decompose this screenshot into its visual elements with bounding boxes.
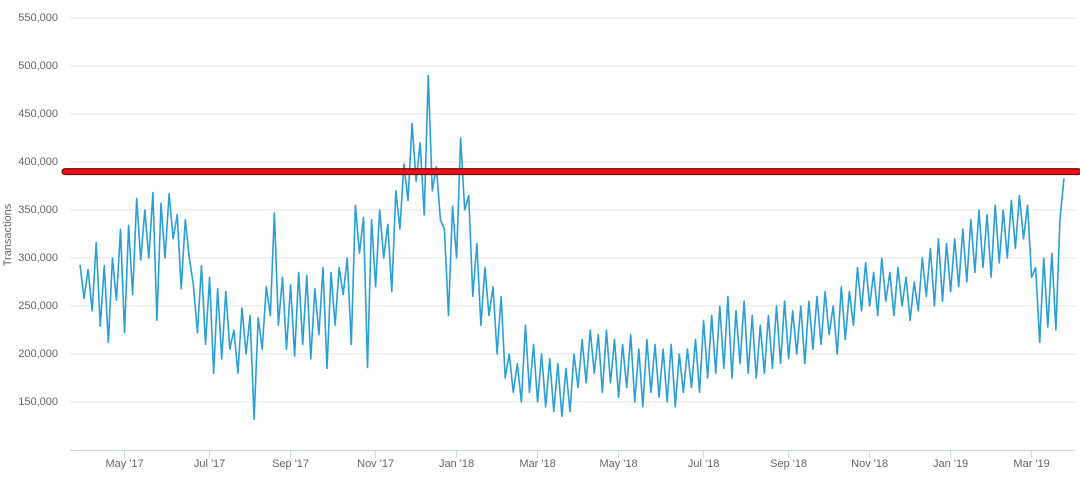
y-tick-label: 250,000 [18, 300, 58, 312]
y-tick-label: 550,000 [18, 12, 58, 24]
y-tick-label: 150,000 [18, 396, 58, 408]
x-tick-label: Nov '18 [851, 458, 888, 470]
x-tick-label: Nov '17 [357, 458, 394, 470]
y-tick-label: 200,000 [18, 348, 58, 360]
x-tick-label: Jul '17 [194, 458, 225, 470]
y-tick-label: 400,000 [18, 156, 58, 168]
x-tick-label: Jan '19 [933, 458, 968, 470]
x-tick-label: Jan '18 [439, 458, 474, 470]
x-tick-label: Jul '18 [688, 458, 719, 470]
x-tick-label: Sep '17 [272, 458, 309, 470]
x-tick-label: Sep '18 [770, 458, 807, 470]
x-tick-label: May '18 [599, 458, 637, 470]
x-tick-label: Mar '18 [519, 458, 555, 470]
x-tick-label: Mar '19 [1013, 458, 1049, 470]
y-tick-label: 350,000 [18, 204, 58, 216]
y-axis-title: Transactions [2, 203, 14, 266]
y-tick-label: 500,000 [18, 60, 58, 72]
y-tick-label: 450,000 [18, 108, 58, 120]
x-tick-label: May '17 [105, 458, 143, 470]
data-line [79, 74, 1065, 421]
y-tick-label: 300,000 [18, 252, 58, 264]
